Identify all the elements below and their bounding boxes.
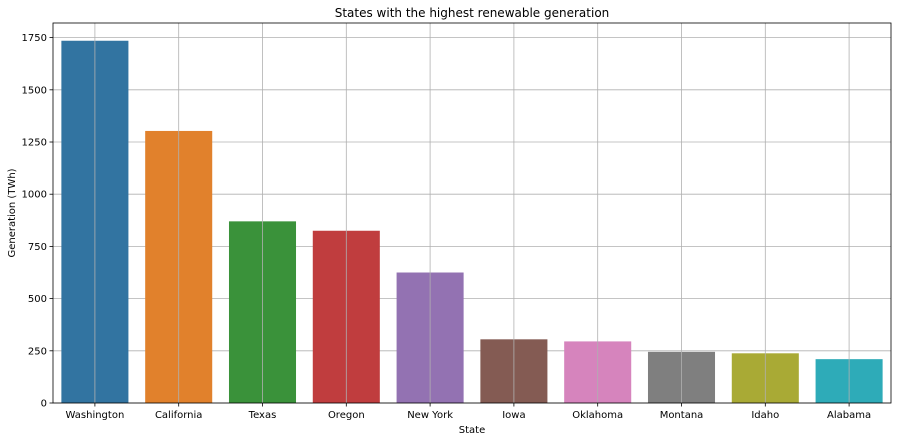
- y-tick-label: 1750: [22, 33, 47, 44]
- y-tick-label: 1250: [22, 138, 47, 149]
- x-tick-label: Oklahoma: [572, 410, 623, 421]
- y-axis-label: Generation (TWh): [7, 168, 18, 257]
- y-tick-label: 0: [41, 399, 47, 410]
- x-tick-label: Washington: [66, 410, 125, 421]
- y-tick-label: 1000: [22, 190, 47, 201]
- x-tick-label: Iowa: [502, 410, 525, 421]
- x-tick-label: Idaho: [751, 410, 779, 421]
- y-tick-label: 500: [28, 294, 47, 305]
- x-tick-label: Montana: [660, 410, 704, 421]
- y-tick-label: 750: [28, 242, 47, 253]
- plot-frame: [52, 22, 892, 404]
- x-tick-label: New York: [407, 410, 453, 421]
- x-grid-lines: [94, 23, 850, 403]
- y-tick-label: 1500: [22, 85, 47, 96]
- x-tick-label: Texas: [248, 410, 277, 421]
- x-axis-ticks: Washington California Texas Oregon New York I…: [66, 403, 871, 421]
- y-tick-label: 250: [28, 346, 47, 357]
- chart-title: States with the highest renewable genera…: [335, 6, 610, 20]
- bars: [61, 40, 883, 403]
- x-tick-label: Alabama: [827, 410, 871, 421]
- x-tick-label: California: [155, 410, 203, 421]
- y-axis-ticks: 0 250 500 750 1000 1250 1500 1750: [22, 33, 53, 410]
- x-axis-label: State: [459, 425, 485, 436]
- x-tick-label: Oregon: [328, 410, 365, 421]
